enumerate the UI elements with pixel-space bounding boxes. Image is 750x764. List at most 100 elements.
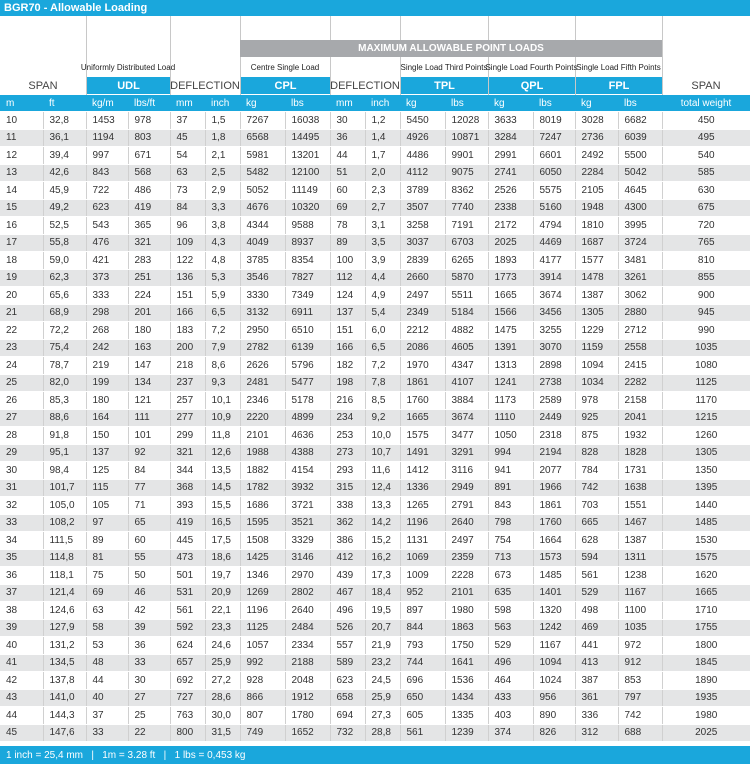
table-cell: 2589 bbox=[533, 391, 576, 410]
table-cell: 8,5 bbox=[365, 391, 401, 410]
table-cell: 2640 bbox=[445, 514, 489, 532]
table-cell: 1,5 bbox=[205, 112, 241, 130]
table-row: 20 65,6 333 224 151 5,9 3330 7349 124 4,9 2497 5511… bbox=[0, 286, 750, 305]
table-cell: 890 bbox=[533, 706, 576, 725]
table-cell: 312 bbox=[575, 724, 619, 742]
table-cell: 1269 bbox=[240, 584, 286, 602]
table-cell: 4,4 bbox=[365, 269, 401, 287]
table-cell: 2346 bbox=[240, 391, 286, 410]
table-cell: 26 bbox=[0, 391, 44, 410]
units-bar bbox=[0, 95, 750, 111]
table-cell: 71 bbox=[128, 496, 171, 515]
table-cell: 10871 bbox=[445, 129, 489, 147]
table-cell: 2492 bbox=[575, 146, 619, 165]
table-cell: 671 bbox=[128, 146, 171, 165]
table-cell: 4926 bbox=[400, 129, 446, 147]
table-cell: 441 bbox=[575, 636, 619, 655]
table-cell: 3789 bbox=[400, 181, 446, 200]
unit-label: m bbox=[6, 97, 15, 109]
table-cell: 1620 bbox=[662, 566, 750, 585]
table-cell: 22,1 bbox=[205, 601, 241, 620]
table-cell: 496 bbox=[488, 654, 534, 672]
table-cell: 486 bbox=[128, 181, 171, 200]
unit-label: mm bbox=[336, 97, 353, 109]
table-cell: 2077 bbox=[533, 461, 576, 480]
table-cell: 63 bbox=[170, 164, 206, 182]
column-label: CPL bbox=[241, 77, 330, 94]
table-cell: 19,7 bbox=[205, 566, 241, 585]
table-cell: 69 bbox=[330, 199, 366, 217]
table-cell: 84 bbox=[170, 199, 206, 217]
table-cell: 19 bbox=[0, 269, 44, 287]
table-cell: 2712 bbox=[618, 321, 663, 340]
table-cell: 2497 bbox=[445, 531, 489, 550]
table-cell: 675 bbox=[662, 199, 750, 217]
table-cell: 1260 bbox=[662, 426, 750, 445]
table-cell: 742 bbox=[618, 706, 663, 725]
table-cell: 7,2 bbox=[205, 321, 241, 340]
table-row: 14 45,9 722 486 73 2,9 5052 11149 60 2,3 3789 8362 2… bbox=[0, 181, 750, 200]
table-cell: 3255 bbox=[533, 321, 576, 340]
table-cell: 3037 bbox=[400, 234, 446, 252]
table-cell: 891 bbox=[488, 479, 534, 497]
table-cell: 3724 bbox=[618, 234, 663, 252]
table-cell: 3932 bbox=[285, 479, 331, 497]
table-cell: 333 bbox=[86, 286, 129, 305]
table-cell: 2970 bbox=[285, 566, 331, 585]
table-cell: 763 bbox=[170, 706, 206, 725]
table-cell: 2101 bbox=[445, 584, 489, 602]
table-cell: 199 bbox=[86, 374, 129, 392]
table-cell: 16 bbox=[0, 216, 44, 235]
table-cell: 4676 bbox=[240, 199, 286, 217]
load-description: Uniformly Distributed Load bbox=[80, 62, 176, 72]
table-cell: 12100 bbox=[285, 164, 331, 182]
table-cell: 150 bbox=[86, 426, 129, 445]
table-cell: 44 bbox=[330, 146, 366, 165]
table-row: 40 131,2 53 36 624 24,6 1057 2334 557 21,9 793 1750… bbox=[0, 636, 750, 655]
table-cell: 5,4 bbox=[365, 304, 401, 322]
table-cell: 598 bbox=[488, 601, 534, 620]
table-cell: 4177 bbox=[533, 251, 576, 270]
table-cell: 46 bbox=[128, 584, 171, 602]
table-cell: 2349 bbox=[400, 304, 446, 322]
table-cell: 1948 bbox=[575, 199, 619, 217]
table-cell: 1861 bbox=[533, 496, 576, 515]
table-cell: 2626 bbox=[240, 356, 286, 375]
divider bbox=[662, 16, 663, 111]
table-cell: 125 bbox=[86, 461, 129, 480]
table-cell: 972 bbox=[618, 636, 663, 655]
table-row: 17 55,8 476 321 109 4,3 4049 8937 89 3,5 3037 6703 2… bbox=[0, 234, 750, 252]
unit-label: lbs bbox=[451, 97, 464, 109]
table-cell: 1196 bbox=[400, 514, 446, 532]
table-cell: 137 bbox=[330, 304, 366, 322]
table-cell: 293 bbox=[330, 461, 366, 480]
table-cell: 3,8 bbox=[205, 216, 241, 235]
table-cell: 344 bbox=[170, 461, 206, 480]
table-cell: 1780 bbox=[285, 706, 331, 725]
table-cell: 4882 bbox=[445, 321, 489, 340]
table-cell: 18 bbox=[0, 251, 44, 270]
table-cell: 88,6 bbox=[43, 409, 87, 427]
table-cell: 1665 bbox=[662, 584, 750, 602]
table-row: 10 32,8 1453 978 37 1,5 7267 16038 30 1,2 5450 1202… bbox=[0, 112, 750, 130]
table-cell: 13,5 bbox=[205, 461, 241, 480]
table-cell: 900 bbox=[662, 286, 750, 305]
table-cell: 997 bbox=[86, 146, 129, 165]
table-cell: 115 bbox=[86, 479, 129, 497]
table-cell: 43 bbox=[0, 689, 44, 707]
table-row: 44 144,3 37 25 763 30,0 807 1780 694 27,3 605 1335 4… bbox=[0, 706, 750, 725]
table-cell: 5981 bbox=[240, 146, 286, 165]
table-cell: 912 bbox=[618, 654, 663, 672]
table-cell: 40 bbox=[86, 689, 129, 707]
table-cell: 53 bbox=[86, 636, 129, 655]
table-cell: 2736 bbox=[575, 129, 619, 147]
table-cell: 952 bbox=[400, 584, 446, 602]
table-cell: 3132 bbox=[240, 304, 286, 322]
column-label: SPAN bbox=[691, 79, 721, 92]
table-cell: 151 bbox=[170, 286, 206, 305]
table-cell: 594 bbox=[575, 549, 619, 567]
table-cell: 1131 bbox=[400, 531, 446, 550]
table-cell: 765 bbox=[662, 234, 750, 252]
table-cell: 224 bbox=[128, 286, 171, 305]
table-cell: 673 bbox=[488, 566, 534, 585]
